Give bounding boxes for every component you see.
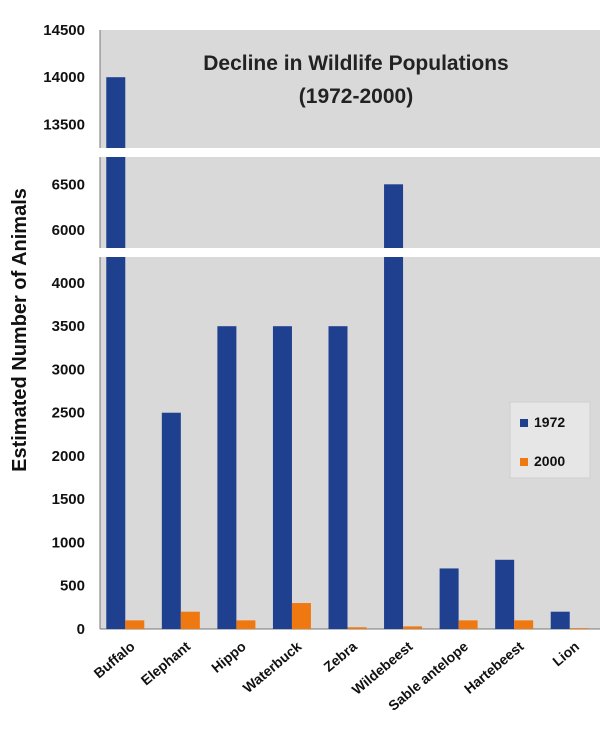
bar-1972-zebra: [328, 326, 348, 629]
legend-label-2000: 2000: [534, 453, 565, 469]
y-tick-label: 1000: [52, 534, 85, 551]
bar-1972-lion: [550, 611, 570, 629]
legend: 1972 2000: [509, 401, 591, 479]
bar-1972-buffalo: [106, 77, 126, 148]
legend-box: [509, 401, 591, 479]
y-tick-label: 13500: [43, 116, 85, 133]
y-tick-label: 6500: [52, 176, 85, 193]
x-category-label: Elephant: [138, 638, 194, 688]
y-tick-label: 14000: [43, 69, 85, 86]
y-tick-label: 6000: [52, 222, 85, 239]
bars-group: [106, 77, 589, 629]
y-ticks-group: 13500 14000 14500 6000 6500 0 500 1000 1500 2000 2…: [43, 22, 85, 638]
plot-area-top: [100, 30, 600, 148]
bar-1972-buffalo: [106, 257, 126, 629]
bar-2000-hartebeest: [514, 620, 534, 629]
bar-2000-buffalo: [125, 620, 145, 629]
y-tick-label: 500: [60, 578, 85, 595]
chart-title-line2: (1972-2000): [299, 85, 413, 108]
bar-2000-elephant: [180, 611, 200, 629]
bar-2000-lion: [569, 628, 589, 629]
x-category-label: Buffalo: [90, 638, 137, 681]
x-category-label: Lion: [549, 638, 582, 669]
bar-1972-hartebeest: [495, 559, 515, 629]
y-tick-label: 14500: [43, 22, 85, 39]
x-category-label: Zebra: [320, 638, 360, 675]
x-category-label: Hippo: [208, 638, 249, 676]
bar-1972-wildebeest: [384, 257, 404, 629]
bar-1972-buffalo: [106, 157, 126, 248]
bar-2000-wildebeest: [403, 626, 423, 629]
bar-1972-hippo: [217, 326, 237, 629]
y-tick-label: 4000: [52, 275, 85, 292]
bar-2000-sable-antelope: [458, 620, 478, 629]
y-tick-label: 0: [77, 621, 85, 638]
legend-swatch-2000: [520, 458, 528, 466]
bar-1972-waterbuck: [272, 326, 292, 629]
y-tick-label: 2000: [52, 448, 85, 465]
legend-label-1972: 1972: [534, 414, 565, 430]
y-tick-label: 2500: [52, 405, 85, 422]
y-axis-label: Estimated Number of Animals: [9, 188, 31, 472]
y-tick-label: 1500: [52, 491, 85, 508]
bar-1972-elephant: [161, 412, 181, 629]
y-tick-label: 3000: [52, 361, 85, 378]
bar-2000-hippo: [236, 620, 256, 629]
plot-area-middle: [100, 157, 600, 248]
bar-1972-sable-antelope: [439, 568, 459, 629]
bar-1972-wildebeest: [384, 184, 404, 248]
y-tick-label: 3500: [52, 318, 85, 335]
chart-title-line1: Decline in Wildlife Populations: [203, 52, 509, 75]
bar-2000-waterbuck: [291, 603, 311, 629]
bar-2000-zebra: [347, 627, 367, 629]
x-category-label: Hartebeest: [461, 638, 527, 697]
legend-swatch-1972: [520, 419, 528, 427]
x-category-label: Waterbuck: [240, 638, 305, 696]
